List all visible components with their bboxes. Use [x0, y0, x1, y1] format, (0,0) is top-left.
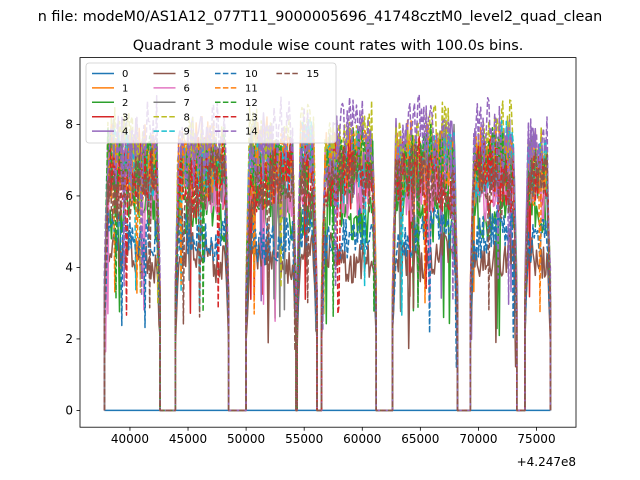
- x-axis-offset-label: +4.247e8: [517, 455, 576, 469]
- legend-label-6: 6: [184, 84, 190, 95]
- x-tick-label: 65000: [401, 432, 439, 446]
- legend-label-2: 2: [122, 98, 128, 109]
- x-axis: 40000 45000 50000 55000 60000 65000 70000 75000: [111, 427, 556, 446]
- legend-label-11: 11: [245, 84, 258, 95]
- x-tick-label: 60000: [343, 432, 381, 446]
- plot-frame: [79, 57, 577, 428]
- x-tick-label: 40000: [111, 432, 149, 446]
- series-15-line: [103, 144, 552, 412]
- legend-label-12: 12: [245, 98, 258, 109]
- y-tick-label: 2: [65, 332, 73, 346]
- x-tick-label: 70000: [459, 432, 497, 446]
- y-tick-label: 6: [65, 189, 73, 203]
- legend-label-15: 15: [307, 69, 320, 80]
- y-axis: 0 2 4 6 8: [65, 118, 80, 418]
- y-tick-label: 4: [65, 261, 73, 275]
- legend-label-1: 1: [122, 84, 128, 95]
- legend-label-13: 13: [245, 112, 258, 123]
- legend-label-10: 10: [245, 69, 258, 80]
- x-tick-label: 50000: [227, 432, 265, 446]
- legend-label-14: 14: [245, 127, 258, 138]
- y-tick-label: 8: [65, 118, 73, 132]
- legend-label-5: 5: [184, 69, 190, 80]
- legend-label-7: 7: [184, 98, 190, 109]
- legend-frame: [85, 62, 337, 144]
- chart-title: Quadrant 3 module wise count rates with …: [133, 38, 524, 54]
- x-tick-label: 55000: [285, 432, 323, 446]
- legend-label-0: 0: [122, 69, 128, 80]
- legend-label-8: 8: [184, 112, 190, 123]
- y-tick-label: 0: [65, 404, 73, 418]
- legend-label-9: 9: [184, 127, 190, 138]
- figure-suptitle: n file: modeM0/AS1A12_077T11_9000005696_…: [38, 9, 603, 25]
- legend-label-4: 4: [122, 127, 128, 138]
- x-tick-label: 75000: [517, 432, 555, 446]
- legend-label-3: 3: [122, 112, 128, 123]
- series-14-line: [103, 93, 552, 412]
- x-tick-label: 45000: [169, 432, 207, 446]
